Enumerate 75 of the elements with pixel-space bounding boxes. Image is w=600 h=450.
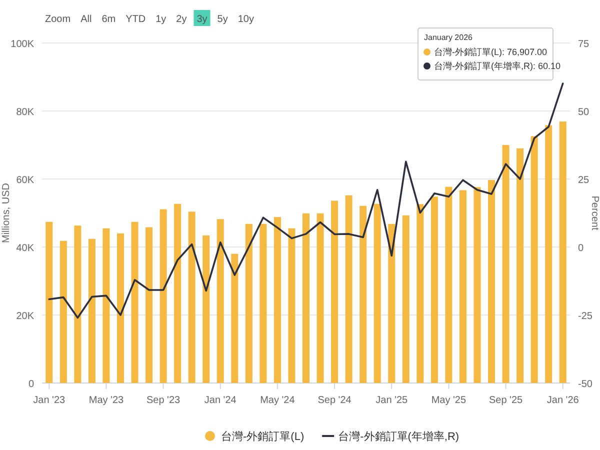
y-tick-label: 0 (28, 379, 34, 390)
y2-tick-label: -25 (578, 311, 593, 322)
bar (60, 240, 67, 383)
x-tick-label: Sep '24 (318, 395, 352, 406)
bar (46, 222, 53, 383)
bar (459, 190, 466, 383)
text: 1y (156, 14, 166, 25)
legend-label: 台灣-外銷訂單(年增率,R) (338, 430, 460, 443)
annotation: 台灣-外銷訂單(L): 76,907.00 (434, 47, 548, 57)
text: 10y (238, 14, 254, 25)
bar (188, 212, 196, 383)
text: YTD (126, 14, 146, 25)
y2-axis-title: Percent (589, 196, 600, 230)
text: 5y (217, 14, 228, 25)
y-tick-label: 60K (16, 175, 34, 186)
bar (302, 213, 310, 383)
legend-label: 台灣-外銷訂單(L) (221, 430, 304, 443)
x-tick-label: May '24 (260, 395, 296, 406)
bar (74, 226, 82, 383)
bar (559, 122, 566, 383)
text: Zoom (45, 14, 71, 25)
text: 6m (102, 14, 116, 25)
y-tick-label: 40K (16, 243, 34, 254)
bar (402, 215, 410, 383)
x-tick-label: May '23 (88, 395, 124, 406)
x-tick-label: Jan '23 (33, 395, 66, 406)
bar (102, 228, 110, 383)
x-tick-label: May '25 (431, 395, 466, 406)
bar (88, 238, 96, 383)
bar (530, 136, 538, 383)
y-axis-title: Millions, USD (1, 182, 12, 244)
y-tick-label: 100K (10, 39, 34, 50)
bar (374, 204, 381, 383)
bar (516, 148, 524, 383)
y2-tick-label: -50 (578, 379, 593, 390)
bar (116, 233, 124, 383)
bar (216, 219, 224, 383)
tooltip: January 2026 台灣-外銷訂單(L): 76,907.00 台灣-外銷訂單(年增率,R): 60.10 (418, 28, 561, 80)
bar (545, 125, 552, 383)
bar (202, 235, 210, 383)
x-tick-label: Jan '24 (204, 395, 237, 406)
y2-tick-label: 75 (578, 39, 590, 50)
y2-tick-label: 25 (578, 175, 590, 186)
text: 2y (176, 14, 187, 25)
bar (174, 204, 182, 383)
annotation: 台灣-外銷訂單(年增率,R): 60.10 (434, 61, 561, 71)
bar (131, 222, 138, 383)
x-tick-label: Jan '25 (376, 395, 408, 406)
bar (502, 145, 510, 383)
bar (360, 206, 367, 383)
bar (274, 217, 281, 383)
bar (474, 187, 481, 383)
bar (260, 224, 267, 383)
bar (488, 180, 496, 383)
y2-tick-label: 0 (578, 243, 584, 254)
bar (231, 254, 238, 383)
y-tick-label: 20K (16, 311, 34, 322)
y2-tick-label: 50 (578, 107, 590, 118)
text: All (80, 14, 92, 25)
bar (445, 186, 452, 383)
bar (331, 200, 338, 383)
bar (345, 195, 352, 383)
bar (316, 213, 324, 383)
bar (245, 224, 252, 383)
bar (146, 227, 153, 383)
x-tick-label: Jan '26 (546, 395, 580, 406)
bar (388, 224, 396, 383)
x-tick-label: Sep '23 (146, 395, 181, 406)
bar (160, 209, 167, 383)
x-tick-label: Sep '25 (488, 395, 524, 406)
bar (288, 228, 296, 383)
text: 3y (196, 14, 208, 25)
bar (416, 204, 424, 383)
bar (430, 196, 438, 383)
y-tick-label: 80K (16, 107, 34, 118)
